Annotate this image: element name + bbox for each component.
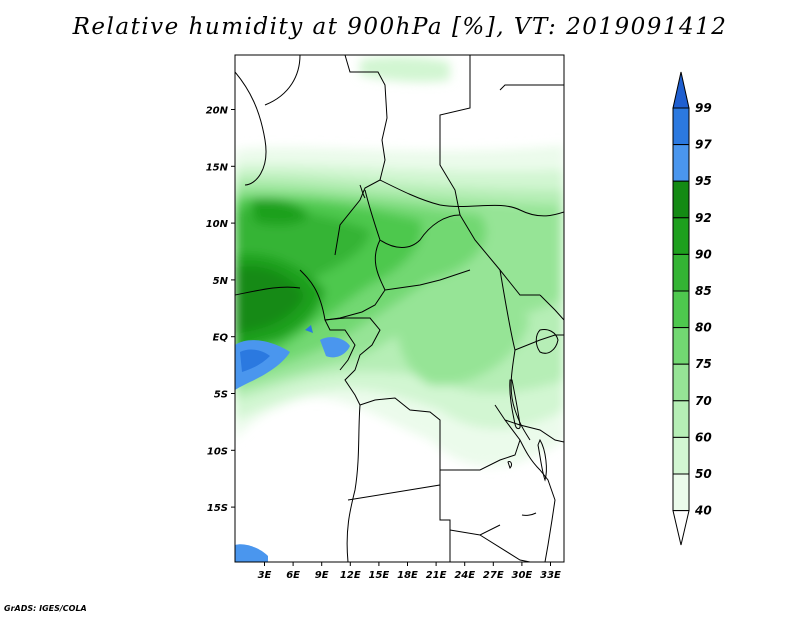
lat-label: 15N <box>206 162 229 173</box>
lakes <box>359 184 559 516</box>
map-title: Relative humidity at 900hPa [%], VT: 201… <box>72 14 728 40</box>
colorbar-segment <box>672 217 690 255</box>
lat-label: 10N <box>206 219 229 230</box>
colorbar-label: 60 <box>695 430 712 444</box>
colorbar-label: 90 <box>695 247 712 261</box>
lon-label: 3E <box>258 570 272 581</box>
colorbar-label: 80 <box>695 321 712 335</box>
lon-label: 21E <box>426 570 447 581</box>
lon-label: 18E <box>397 570 418 581</box>
colorbar-label: 75 <box>695 357 712 371</box>
lat-label: 20N <box>206 106 229 117</box>
lat-label: 5S <box>214 390 228 401</box>
colorbar-label: 85 <box>695 284 712 298</box>
high-humidity-patches <box>235 325 350 562</box>
colorbar-segment <box>672 327 690 365</box>
grads-credit: GrADS: IGES/COLA <box>4 604 87 613</box>
humidity-field <box>235 55 564 562</box>
longitude-axis: 3E 6E 9E 12E 15E 18E 21E 24E 27E 30E 33E <box>258 562 561 581</box>
colorbar-segment <box>672 107 690 146</box>
colorbar-segment <box>672 180 690 219</box>
lon-label: 15E <box>369 570 390 581</box>
colorbar-label: 92 <box>695 211 712 225</box>
lon-label: 6E <box>286 570 300 581</box>
colorbar-segment <box>672 363 690 402</box>
lon-label: 30E <box>512 570 533 581</box>
lon-label: 9E <box>315 570 329 581</box>
colorbar-label: 95 <box>695 174 712 188</box>
colorbar-segment <box>672 290 690 329</box>
colorbar-segment <box>672 400 690 438</box>
country-borders <box>235 55 564 562</box>
colorbar-segment <box>672 144 690 182</box>
lon-label: 12E <box>340 570 361 581</box>
colorbar-segment <box>672 436 690 475</box>
colorbar-bottom-arrow <box>672 510 690 546</box>
colorbar-label: 70 <box>695 394 712 408</box>
lat-label: EQ <box>213 333 229 344</box>
colorbar-label: 99 <box>695 101 712 115</box>
lat-label: 10S <box>207 446 228 457</box>
lon-label: 33E <box>540 570 561 581</box>
colorbar-segment <box>672 473 690 512</box>
colorbar-label: 50 <box>695 467 712 481</box>
map-frame <box>234 54 565 563</box>
lat-label: 5N <box>213 276 229 287</box>
lon-label: 24E <box>454 570 475 581</box>
latitude-axis: 20N 15N 10N 5N EQ 5S 10S 15S <box>206 106 235 514</box>
colorbar-label: 40 <box>694 504 712 518</box>
colorbar-segment <box>672 253 690 292</box>
colorbar-label: 97 <box>695 138 712 152</box>
colorbar-top-arrow <box>672 71 690 109</box>
lat-label: 15S <box>207 503 228 514</box>
lon-label: 27E <box>483 570 504 581</box>
colorbar: 99 97 95 92 90 85 80 75 70 60 50 40 <box>672 71 712 546</box>
